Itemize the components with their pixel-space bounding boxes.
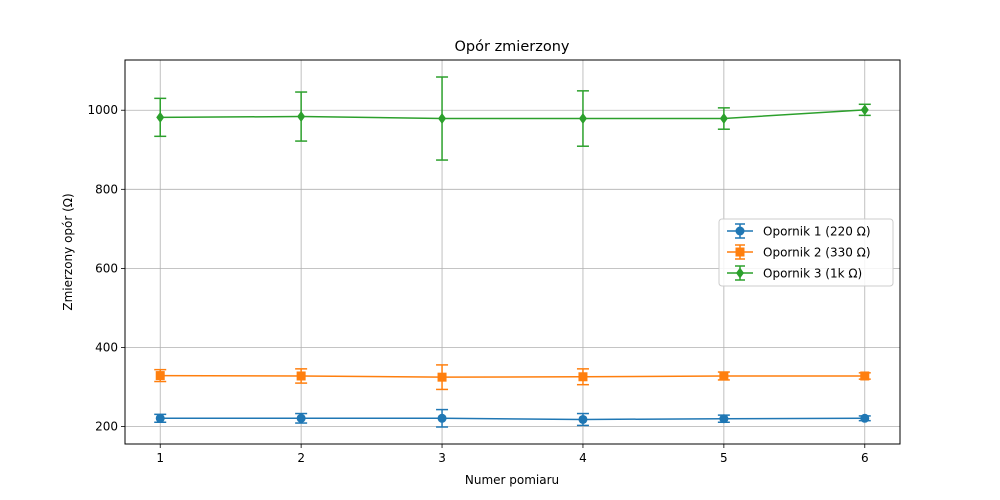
data-point bbox=[297, 111, 306, 123]
plot-frame bbox=[124, 59, 901, 445]
data-point bbox=[296, 413, 306, 423]
chart-title: Opór zmierzony bbox=[455, 39, 570, 55]
legend-label: Opornik 3 (1k Ω) bbox=[763, 267, 862, 281]
series-2 bbox=[154, 364, 871, 391]
series-layer bbox=[154, 76, 871, 428]
legend-marker bbox=[735, 247, 745, 257]
series-line bbox=[160, 417, 865, 421]
legend-entry: Opornik 2 (330 Ω) bbox=[727, 244, 871, 260]
data-point bbox=[155, 413, 165, 423]
data-point bbox=[437, 413, 447, 423]
data-point bbox=[719, 113, 728, 125]
data-point bbox=[578, 414, 588, 424]
x-tick-label: 5 bbox=[720, 451, 728, 465]
y-tick-label: 800 bbox=[95, 182, 118, 196]
y-tick-label: 1000 bbox=[87, 103, 118, 117]
data-point bbox=[155, 371, 165, 381]
data-point bbox=[437, 372, 447, 382]
x-tick-label: 3 bbox=[438, 451, 446, 465]
series-line bbox=[160, 374, 865, 378]
x-tick-label: 2 bbox=[297, 451, 305, 465]
legend-entry: Opornik 3 (1k Ω) bbox=[727, 265, 862, 281]
data-point bbox=[719, 371, 729, 381]
series-line bbox=[160, 109, 865, 120]
series-3 bbox=[154, 76, 871, 161]
y-tick-label: 600 bbox=[95, 261, 118, 275]
legend-entry: Opornik 1 (220 Ω) bbox=[727, 223, 871, 239]
legend-box bbox=[718, 218, 894, 287]
y-tick-label: 400 bbox=[95, 341, 118, 355]
data-point bbox=[860, 104, 869, 116]
y-axis-ticks: 200 400 600 800 1000 bbox=[87, 103, 125, 434]
data-point bbox=[578, 372, 588, 382]
data-point bbox=[719, 414, 729, 424]
legend-marker bbox=[735, 226, 745, 236]
series-1 bbox=[154, 408, 871, 428]
legend: Opornik 1 (220 Ω) Opornik 2 (330 Ω) Oporni… bbox=[718, 218, 894, 287]
x-tick-label: 1 bbox=[156, 451, 164, 465]
legend-marker bbox=[736, 267, 744, 279]
data-point bbox=[860, 413, 870, 423]
x-tick-label: 4 bbox=[579, 451, 587, 465]
data-point bbox=[860, 371, 870, 381]
legend-label: Opornik 1 (220 Ω) bbox=[763, 225, 871, 239]
y-axis-label: Zmierzony opór (Ω) bbox=[61, 193, 75, 310]
legend-label: Opornik 2 (330 Ω) bbox=[763, 246, 871, 260]
y-tick-label: 200 bbox=[95, 420, 118, 434]
data-point bbox=[438, 113, 447, 125]
x-axis-label: Numer pomiaru bbox=[465, 473, 559, 487]
x-axis-ticks: 1 2 3 4 5 6 bbox=[156, 444, 869, 465]
data-point bbox=[296, 371, 306, 381]
x-tick-label: 6 bbox=[861, 451, 869, 465]
data-point bbox=[578, 113, 587, 125]
data-point bbox=[156, 111, 165, 123]
